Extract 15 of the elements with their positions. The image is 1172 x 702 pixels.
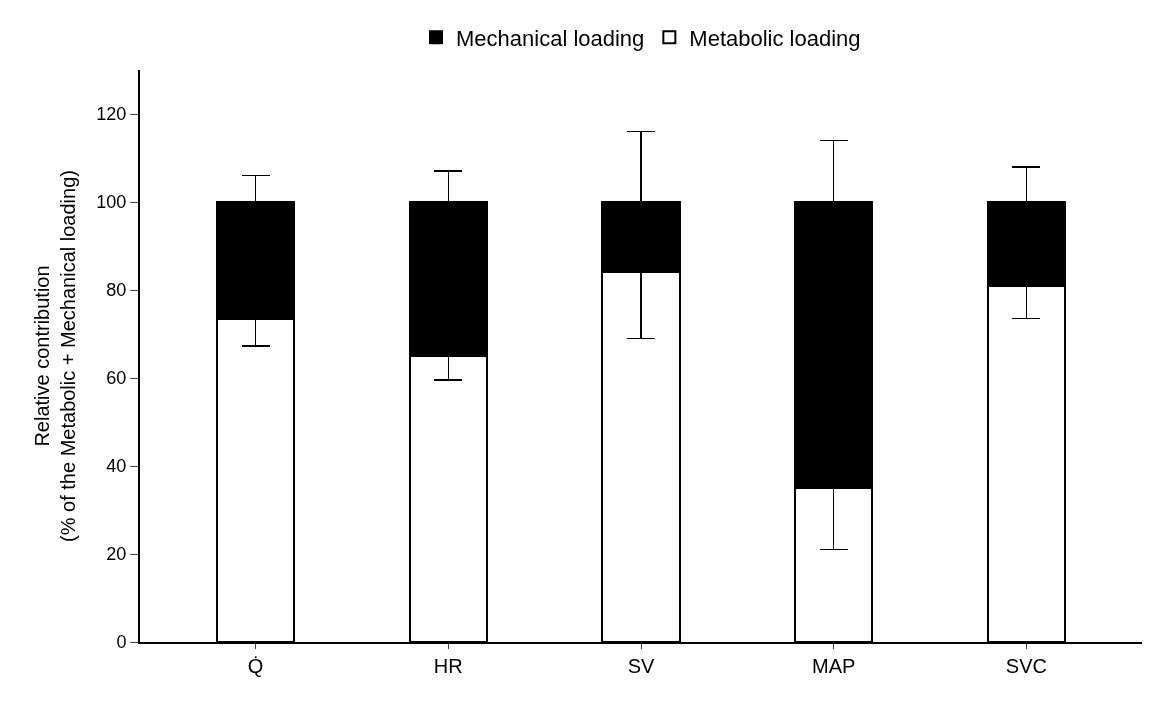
x-tick-label: HR [433, 655, 463, 677]
y-tick-label: 100 [96, 192, 127, 213]
y-tick-label: 20 [106, 544, 127, 565]
legend-label: Metabolic loading [689, 25, 861, 51]
y-axis-title: Relative contribution (% of the Metabolic + Mechanical loading) [31, 170, 80, 542]
y-tick-label: 40 [106, 456, 127, 477]
x-tick-label: MAP [812, 655, 856, 677]
legend-label: Mechanical loading [456, 25, 645, 51]
y-tick-label: 80 [106, 280, 127, 301]
y-tick-label: 60 [106, 368, 127, 389]
y-tick-label: 0 [116, 632, 127, 653]
x-tick-label: SVC [1005, 655, 1047, 677]
x-tick-label: Q̇ [247, 655, 264, 677]
x-tick-label: SV [627, 655, 655, 677]
y-tick-label: 120 [96, 104, 127, 125]
